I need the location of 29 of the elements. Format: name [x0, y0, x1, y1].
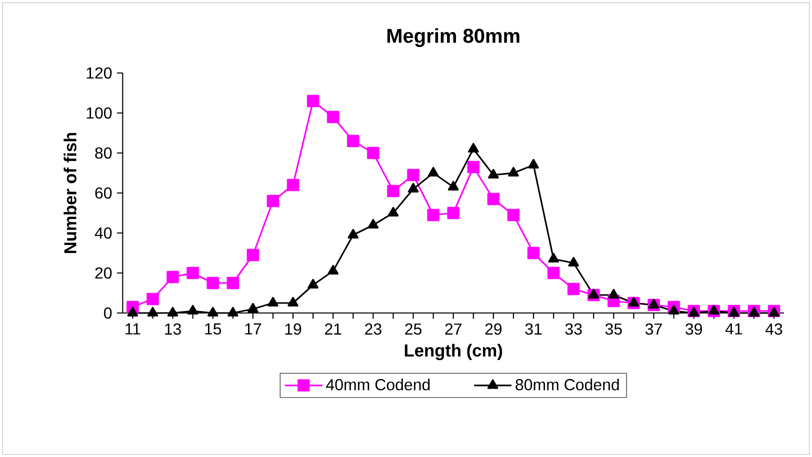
x-tick-label: 23 — [365, 323, 382, 335]
x-tick-label: 35 — [605, 323, 622, 335]
x-tick-label: 39 — [686, 323, 702, 335]
y-tick-label: 80 — [95, 147, 112, 159]
x-tick-label: 31 — [525, 323, 542, 335]
legend-label: 40mm Codend — [326, 378, 430, 390]
x-tick-label: 33 — [565, 323, 582, 335]
y-tick-label: 20 — [95, 267, 112, 279]
y-tick-label: 100 — [86, 107, 112, 119]
x-tick-label: 37 — [645, 323, 662, 335]
x-tick-label: 27 — [445, 323, 462, 335]
x-tick-label: 25 — [405, 323, 422, 335]
y-tick-label: 0 — [104, 307, 112, 319]
x-tick-label: 13 — [165, 323, 181, 335]
y-tick-label: 60 — [95, 187, 112, 199]
x-axis-title: Length (cm) — [404, 344, 502, 360]
x-tick-label: 15 — [205, 323, 222, 335]
x-tick-label: 43 — [765, 323, 782, 335]
x-tick-label: 21 — [324, 323, 342, 335]
legend-label: 80mm Codend — [516, 378, 619, 390]
x-tick-label: 17 — [245, 323, 262, 334]
y-tick-label: 40 — [94, 227, 112, 239]
y-tick-label: 120 — [86, 67, 112, 79]
x-tick-label: 19 — [285, 323, 302, 335]
chart-title: Megrim 80mm — [387, 28, 520, 47]
x-tick-label: 29 — [485, 323, 502, 335]
y-axis-title: Number of fish — [64, 132, 76, 253]
x-tick-label: 41 — [725, 323, 742, 334]
x-tick-label: 11 — [126, 323, 140, 334]
